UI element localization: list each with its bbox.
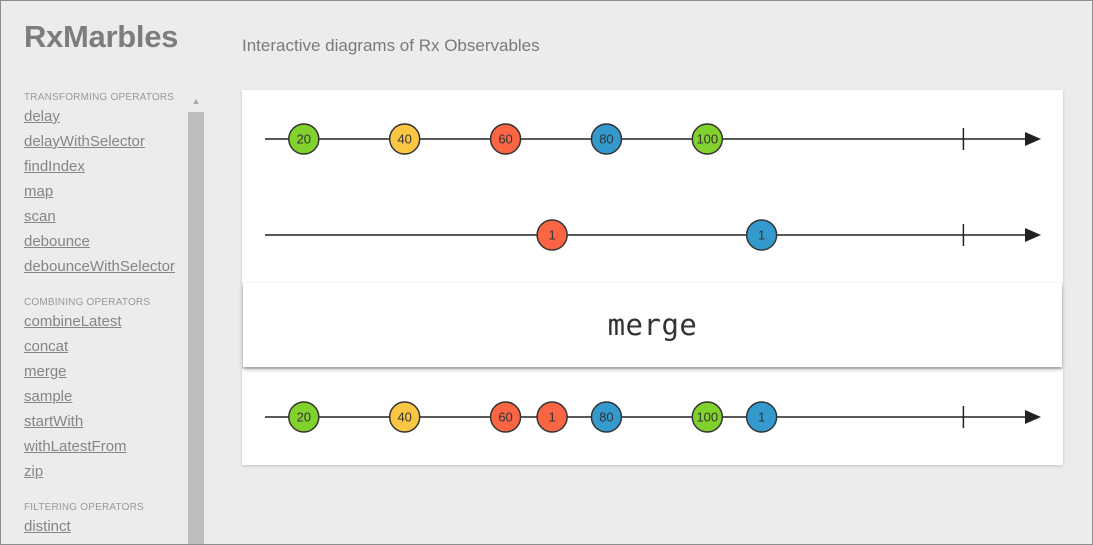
operator-list: delay delayWithSelector findIndex map sc… [24, 107, 184, 282]
operator-link-delay[interactable]: delay [24, 108, 60, 125]
sidebar-group-transforming: TRANSFORMING OPERATORS delay delayWithSe… [24, 91, 184, 282]
marble[interactable]: 80 [590, 123, 623, 155]
operator-link-delay-with-selector[interactable]: delayWithSelector [24, 133, 145, 150]
section-title: FILTERING OPERATORS [24, 502, 144, 513]
operator-sidebar: TRANSFORMING OPERATORS delay delayWithSe… [24, 91, 184, 544]
marble[interactable]: 1 [745, 401, 778, 433]
operator-link-scan[interactable]: scan [24, 208, 56, 225]
marble-circle[interactable] [536, 401, 568, 433]
section-title: COMBINING OPERATORS [24, 297, 151, 308]
marble-label: 80 [599, 410, 613, 425]
marble-circle[interactable] [489, 123, 522, 155]
operator-link-start-with[interactable]: startWith [24, 413, 84, 430]
section-title: TRANSFORMING OPERATORS [24, 92, 175, 103]
marble-label: 1 [758, 228, 765, 243]
operator-list: combineLatest concat merge sample startW… [24, 312, 184, 487]
marble-label: 1 [758, 410, 765, 425]
operator-link-debounce[interactable]: debounce [24, 233, 90, 250]
output-timeline: 20 40 60 1 80 100 1 [265, 401, 1041, 433]
operator-list: distinct [24, 517, 184, 542]
operator-link-concat[interactable]: concat [24, 338, 69, 355]
operator-name: merge [607, 308, 698, 342]
marble-circle[interactable] [288, 123, 320, 155]
marble-label: 100 [696, 132, 718, 147]
marble[interactable]: 60 [489, 401, 522, 433]
marble-circle[interactable] [536, 219, 568, 251]
sidebar-scrollbar[interactable]: ▲ [187, 91, 205, 544]
operator-link-combine-latest[interactable]: combineLatest [24, 313, 122, 330]
marble[interactable]: 1 [536, 219, 568, 251]
input-timeline-1: 20 40 60 80 100 [265, 123, 1041, 155]
operator-link-sample[interactable]: sample [24, 388, 73, 405]
scrollbar-thumb[interactable] [188, 112, 204, 544]
marble[interactable]: 40 [388, 401, 421, 433]
marble-circle[interactable] [691, 123, 724, 155]
marble[interactable]: 100 [691, 123, 724, 155]
sidebar-group-combining: COMBINING OPERATORS combineLatest concat… [24, 296, 184, 487]
timeline-arrow [1025, 132, 1041, 146]
input-streams-panel [242, 90, 1063, 283]
timeline-arrow [1025, 228, 1041, 242]
marble-circle[interactable] [388, 401, 421, 433]
page-subtitle: Interactive diagrams of Rx Observables [242, 36, 540, 55]
operator-box: merge [243, 283, 1062, 367]
marble-circle[interactable] [745, 219, 778, 251]
marble[interactable]: 1 [536, 401, 568, 433]
operator-link-with-latest-from[interactable]: withLatestFrom [24, 438, 127, 455]
operator-link-find-index[interactable]: findIndex [24, 158, 85, 175]
marble-label: 80 [599, 132, 613, 147]
marble-circle[interactable] [590, 123, 623, 155]
app-logo[interactable]: RxMarbles [24, 19, 179, 54]
marble-label: 60 [498, 410, 512, 425]
marble-circle[interactable] [590, 401, 623, 433]
marble[interactable]: 1 [745, 219, 778, 251]
marble[interactable]: 20 [288, 401, 320, 433]
operator-link-zip[interactable]: zip [24, 463, 44, 480]
marble-label: 100 [696, 410, 718, 425]
operator-link-map[interactable]: map [24, 183, 54, 200]
marble-circle[interactable] [288, 401, 320, 433]
marble-circle[interactable] [489, 401, 522, 433]
marble-label: 40 [397, 132, 411, 147]
marble-label: 20 [297, 132, 311, 147]
marble-label: 1 [549, 410, 556, 425]
marble-circle[interactable] [691, 401, 724, 433]
scroll-up-icon[interactable]: ▲ [191, 96, 201, 106]
marble[interactable]: 40 [388, 123, 421, 155]
operator-link-debounce-with-selector[interactable]: debounceWithSelector [24, 258, 175, 275]
marble-circle[interactable] [388, 123, 421, 155]
marble[interactable]: 100 [691, 401, 724, 433]
marble[interactable]: 20 [288, 123, 320, 155]
marble-label: 20 [297, 410, 311, 425]
marble-circle[interactable] [745, 401, 778, 433]
operator-link-merge[interactable]: merge [24, 363, 67, 380]
operator-link-distinct[interactable]: distinct [24, 518, 71, 535]
timeline-arrow [1025, 410, 1041, 424]
marble-label: 40 [397, 410, 411, 425]
marble-label: 1 [549, 228, 556, 243]
marble-label: 60 [498, 132, 512, 147]
marble[interactable]: 60 [489, 123, 522, 155]
sidebar-group-filtering: FILTERING OPERATORS distinct [24, 501, 184, 542]
marble[interactable]: 80 [590, 401, 623, 433]
